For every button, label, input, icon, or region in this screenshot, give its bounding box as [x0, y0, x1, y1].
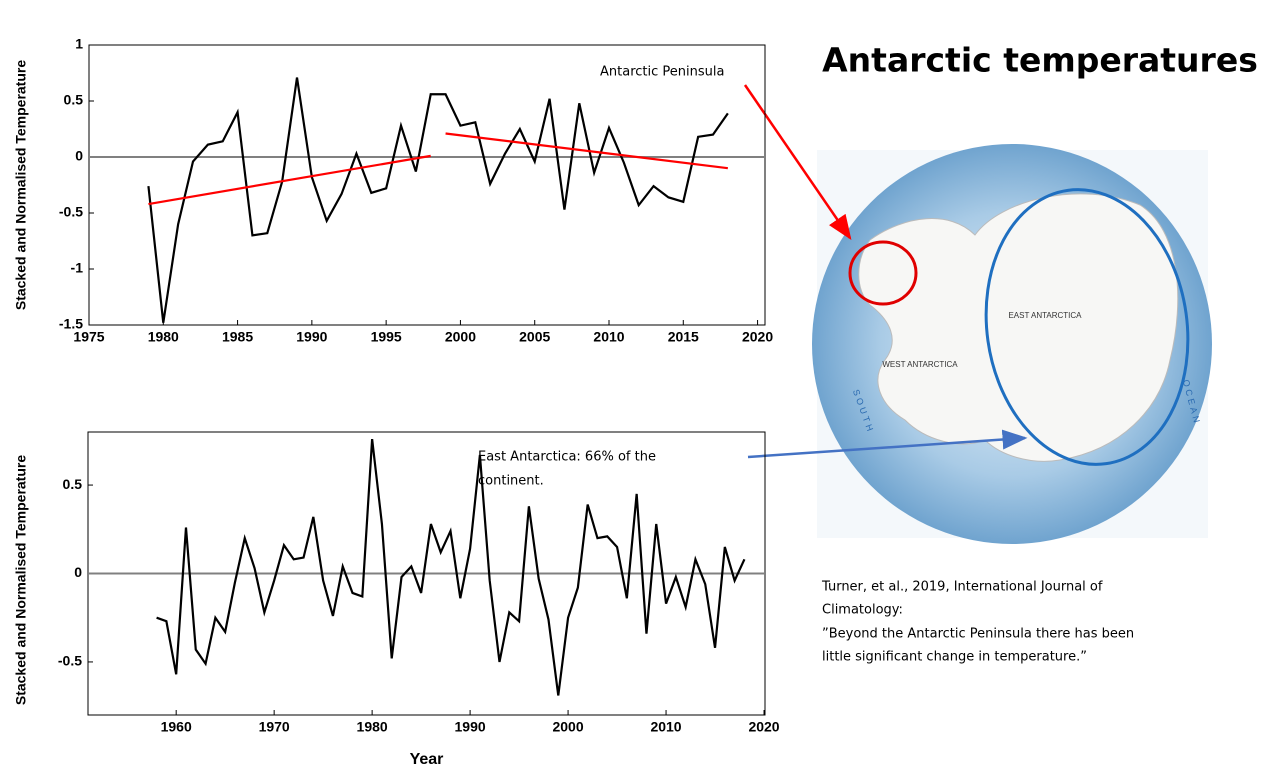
- y-tick-label: -0.5: [58, 653, 82, 669]
- slide-title: Antarctic temperatures: [822, 41, 1258, 80]
- x-tick-label: 1970: [259, 719, 290, 735]
- x-tick-label: 1980: [148, 329, 179, 345]
- y-tick-label: 0.5: [64, 92, 84, 108]
- citation: little significant change in temperature…: [822, 650, 1087, 665]
- y-tick-label: -0.5: [59, 204, 83, 220]
- data-line: [148, 77, 727, 322]
- x-axis-label: Year: [410, 751, 444, 768]
- x-tick-label: 2020: [748, 719, 779, 735]
- annotation: East Antarctica: 66% of the: [478, 450, 656, 465]
- y-tick-label: -1: [71, 260, 84, 276]
- y-tick-label: -1.5: [59, 316, 83, 332]
- annotation: Antarctic Peninsula: [600, 65, 724, 80]
- y-tick-label: 0: [74, 564, 82, 580]
- map-label: WEST ANTARCTICA: [882, 360, 958, 369]
- page: Antarctic temperatures EAST ANTARCTICA W…: [0, 0, 1275, 769]
- x-tick-label: 1990: [455, 719, 486, 735]
- x-tick-label: 2010: [593, 329, 624, 345]
- x-tick-label: 1995: [371, 329, 402, 345]
- annotation: continent.: [478, 474, 544, 489]
- citation: Turner, et al., 2019, International Jour…: [821, 580, 1103, 595]
- x-tick-label: 1985: [222, 329, 253, 345]
- y-axis-label: Stacked and Normalised Temperature: [13, 60, 29, 310]
- x-tick-label: 2010: [650, 719, 681, 735]
- plot-frame: [89, 45, 765, 325]
- citation: Climatology:: [822, 603, 903, 618]
- map: EAST ANTARCTICA WEST ANTARCTICA SOUTH OC…: [812, 144, 1212, 544]
- citation: ”Beyond the Antarctic Peninsula there ha…: [822, 627, 1134, 642]
- x-tick-label: 1980: [357, 719, 388, 735]
- x-tick-label: 2015: [668, 329, 699, 345]
- slide: Antarctic temperatures EAST ANTARCTICA W…: [0, 0, 1275, 769]
- x-tick-label: 2000: [445, 329, 476, 345]
- y-axis-label: Stacked and Normalised Temperature: [13, 455, 29, 705]
- y-tick-label: 0.5: [63, 476, 83, 492]
- y-tick-label: 0: [75, 148, 83, 164]
- x-tick-label: 1990: [296, 329, 327, 345]
- x-tick-label: 1960: [161, 719, 192, 735]
- y-tick-label: 1: [75, 36, 83, 52]
- x-tick-label: 2000: [552, 719, 583, 735]
- x-tick-label: 2005: [519, 329, 550, 345]
- map-label: EAST ANTARCTICA: [1008, 311, 1082, 320]
- data-line: [157, 439, 745, 695]
- x-tick-label: 2020: [742, 329, 773, 345]
